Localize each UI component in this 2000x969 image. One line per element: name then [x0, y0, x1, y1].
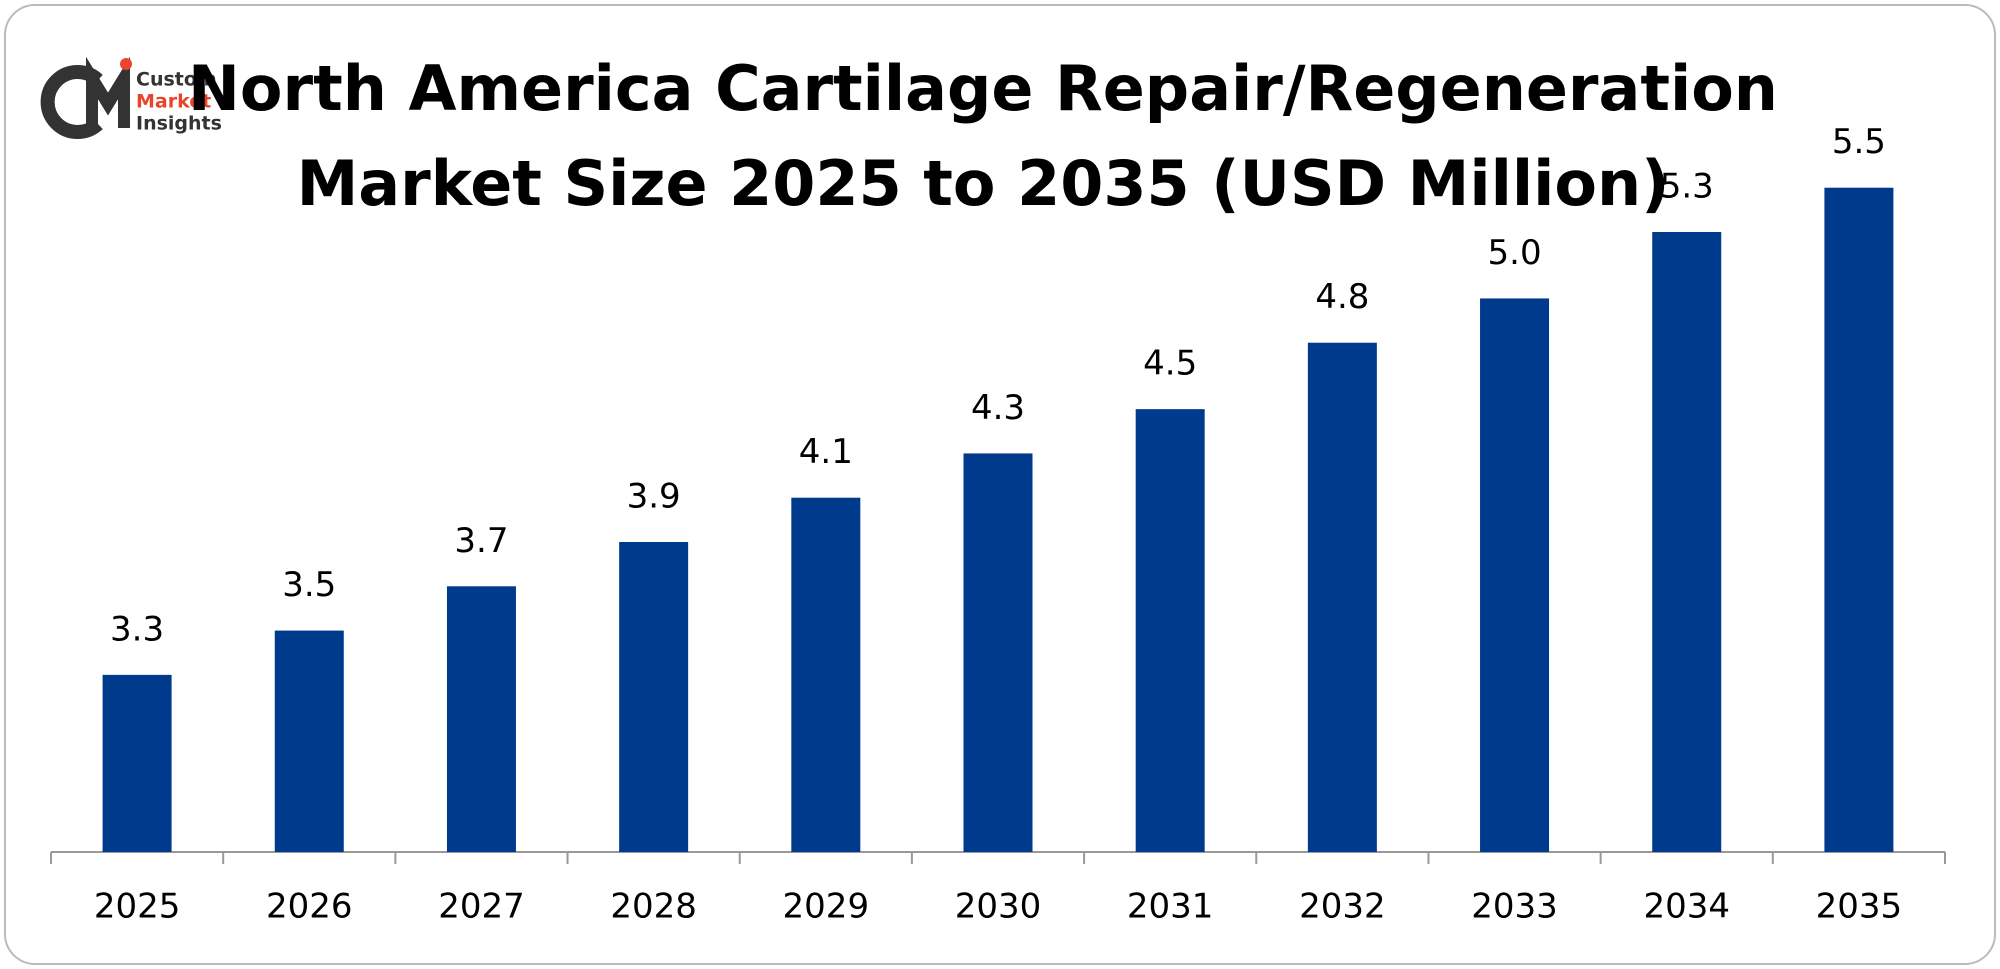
logo-text: Market: [136, 91, 211, 113]
x-tick-label: 2029: [783, 887, 870, 927]
logo-text: Custom: [136, 69, 217, 91]
x-tick-label: 2030: [955, 887, 1042, 927]
bar: [1480, 298, 1550, 852]
value-label: 4.5: [1143, 344, 1197, 384]
value-label: 5.3: [1660, 167, 1714, 207]
x-tick-label: 2028: [610, 887, 697, 927]
bar: [1135, 409, 1205, 852]
bar: [963, 453, 1033, 852]
bar: [1307, 342, 1377, 852]
x-tick-label: 2026: [266, 887, 353, 927]
bar: [619, 542, 689, 852]
bar: [274, 630, 344, 852]
value-label: 5.5: [1832, 122, 1886, 162]
value-label: 4.8: [1315, 277, 1369, 317]
bar: [1652, 232, 1722, 852]
value-label: 3.3: [110, 609, 164, 649]
value-label: 3.9: [627, 477, 681, 517]
x-tick-label: 2033: [1471, 887, 1558, 927]
x-tick-label: 2034: [1643, 887, 1730, 927]
value-label: 3.7: [454, 521, 508, 561]
chart-title: Market Size 2025 to 2035 (USD Million): [297, 147, 1670, 220]
chart-title: North America Cartilage Repair/Regenerat…: [188, 52, 1778, 125]
x-tick-label: 2027: [438, 887, 525, 927]
bar: [446, 586, 516, 852]
x-tick-label: 2025: [94, 887, 181, 927]
value-label: 4.1: [799, 432, 853, 472]
x-tick-label: 2031: [1127, 887, 1214, 927]
x-tick-label: 2035: [1816, 887, 1903, 927]
value-label: 3.5: [282, 565, 336, 605]
value-label: 4.3: [971, 388, 1025, 428]
logo-c: [40, 65, 103, 139]
logo: Custom Market Insights: [40, 56, 222, 139]
logo-dot: [120, 58, 132, 70]
bar: [1824, 187, 1894, 852]
logo-m: [86, 56, 130, 128]
bar: [791, 497, 861, 852]
value-label: 5.0: [1488, 233, 1542, 273]
bar: [102, 674, 172, 852]
logo-text: Insights: [136, 113, 222, 135]
x-tick-label: 2032: [1299, 887, 1386, 927]
